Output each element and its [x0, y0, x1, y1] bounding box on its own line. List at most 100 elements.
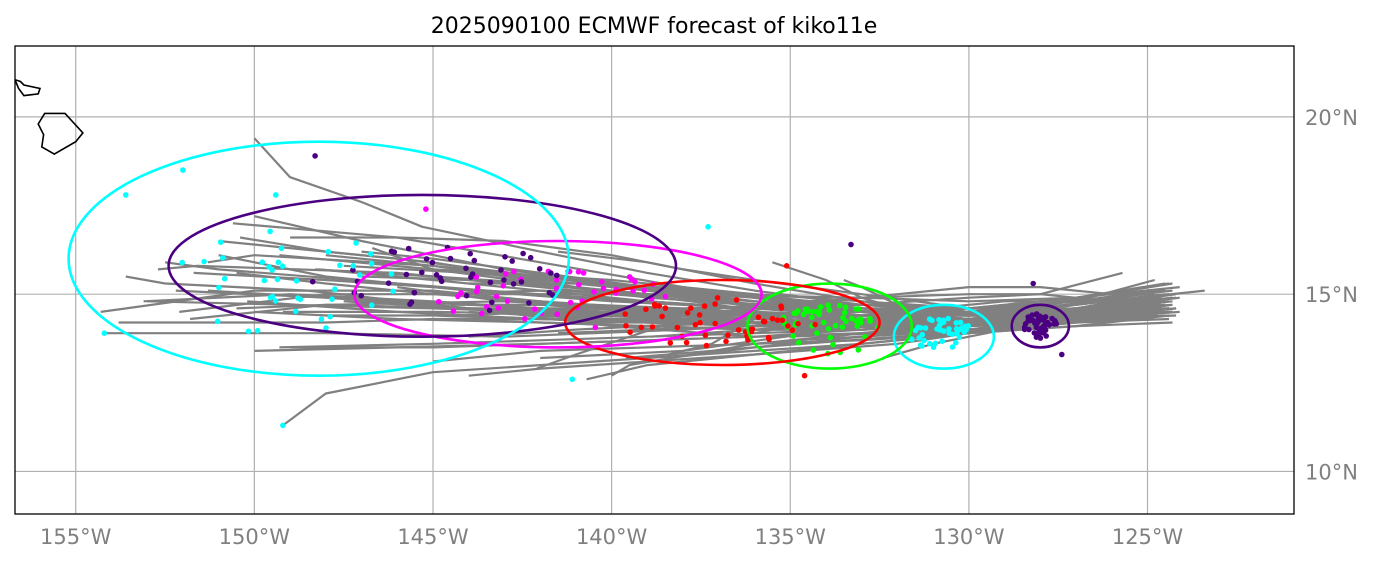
forecast-position-point — [423, 256, 430, 262]
forecast-position-point — [705, 224, 711, 230]
lon-tick-label: 150°W — [219, 525, 291, 549]
forecast-position-point — [1033, 311, 1040, 317]
forecast-position-point — [1025, 317, 1031, 324]
forecast-position-point — [783, 263, 790, 269]
forecast-position-point — [1040, 330, 1047, 336]
forecast-position-point — [712, 320, 718, 327]
forecast-position-point — [312, 153, 318, 159]
forecast-position-point — [1021, 326, 1028, 333]
forecast-position-point — [423, 206, 429, 212]
forecast-position-point — [825, 302, 831, 309]
forecast-position-point — [830, 341, 836, 348]
forecast-position-point — [919, 331, 926, 338]
forecast-position-point — [429, 259, 436, 266]
forecast-position-point — [323, 325, 329, 331]
forecast-position-point — [941, 328, 947, 334]
forecast-position-point — [463, 292, 470, 299]
forecast-position-point — [511, 268, 517, 275]
uncertainty-ellipses — [67, 140, 1071, 378]
forecast-position-point — [957, 319, 964, 326]
forecast-position-point — [217, 239, 224, 245]
map-area — [15, 46, 1294, 514]
forecast-position-point — [623, 323, 629, 329]
forecast-position-point — [826, 307, 833, 313]
forecast-position-point — [554, 311, 560, 318]
forecast-position-point — [201, 258, 207, 265]
forecast-position-point — [761, 318, 768, 325]
forecast-position-point — [667, 340, 674, 346]
ensemble-track — [253, 137, 1155, 313]
forecast-position-point — [953, 320, 960, 326]
forecast-position-point — [1037, 315, 1043, 322]
forecast-position-point — [778, 305, 785, 311]
uncertainty-ellipse — [563, 278, 881, 367]
forecast-position-point — [350, 267, 356, 273]
forecast-position-point — [548, 270, 554, 276]
forecast-position-point — [408, 299, 415, 306]
forecast-position-point — [1030, 280, 1036, 287]
forecast-position-point — [473, 274, 480, 280]
forecast-position-point — [500, 283, 507, 289]
forecast-position-point — [643, 306, 649, 313]
forecast-position-point — [692, 321, 699, 328]
forecast-position-point — [580, 270, 587, 276]
lat-tick-label: 15°N — [1305, 283, 1358, 307]
forecast-position-point — [179, 259, 185, 266]
forecast-position-point — [954, 326, 960, 333]
forecast-position-point — [703, 342, 710, 349]
forecast-position-point — [755, 314, 762, 321]
forecast-position-point — [795, 320, 801, 327]
forecast-position-point — [800, 311, 807, 318]
forecast-position-point — [467, 250, 474, 257]
forecast-position-point — [932, 340, 939, 347]
forecast-position-point — [1026, 326, 1032, 333]
forecast-position-point — [327, 313, 334, 320]
forecast-position-point — [1059, 351, 1065, 358]
forecast-position-point — [554, 272, 560, 279]
forecast-position-point — [733, 297, 740, 303]
forecast-position-point — [688, 305, 694, 312]
forecast-position-point — [1042, 314, 1049, 320]
forecast-position-point — [600, 285, 607, 292]
forecast-position-point — [419, 269, 425, 276]
island-coastline — [15, 78, 42, 97]
forecast-position-point — [766, 336, 772, 343]
island-coastline — [37, 112, 84, 156]
lon-tick-label: 125°W — [1112, 525, 1184, 549]
forecast-position-point — [839, 324, 846, 330]
forecast-position-point — [936, 326, 942, 332]
forecast-position-point — [438, 278, 445, 285]
forecast-position-point — [790, 333, 796, 339]
forecast-position-point — [216, 284, 222, 291]
forecast-position-point — [337, 262, 343, 269]
uncertainty-ellipse — [167, 193, 678, 338]
forecast-position-point — [965, 323, 972, 329]
forecast-position-point — [279, 263, 286, 270]
lon-tick-label: 135°W — [755, 525, 827, 549]
forecast-position-point — [858, 319, 864, 326]
forecast-position-point — [509, 258, 515, 264]
forecast-position-point — [478, 310, 485, 317]
forecast-position-point — [801, 372, 808, 379]
forecast-position-point — [712, 301, 718, 307]
forecast-position-point — [309, 278, 316, 285]
forecast-position-point — [796, 339, 802, 346]
forecast-position-point — [368, 251, 374, 257]
forecast-position-point — [696, 312, 703, 318]
forecast-position-point — [350, 263, 357, 269]
forecast-position-point — [325, 248, 332, 255]
forecast-position-point — [867, 318, 873, 324]
forecast-position-point — [510, 281, 517, 287]
forecast-position-point — [245, 328, 252, 335]
lat-tick-label: 10°N — [1305, 460, 1358, 484]
map-frame — [14, 45, 1295, 515]
forecast-position-point — [821, 319, 827, 326]
forecast-position-point — [504, 298, 511, 304]
forecast-position-point — [553, 277, 560, 283]
forecast-position-point — [489, 299, 495, 306]
forecast-position-point — [498, 267, 504, 273]
forecast-position-point — [946, 326, 952, 332]
forecast-position-point — [368, 260, 375, 267]
forecast-position-point — [553, 285, 560, 292]
forecast-position-point — [293, 308, 299, 315]
